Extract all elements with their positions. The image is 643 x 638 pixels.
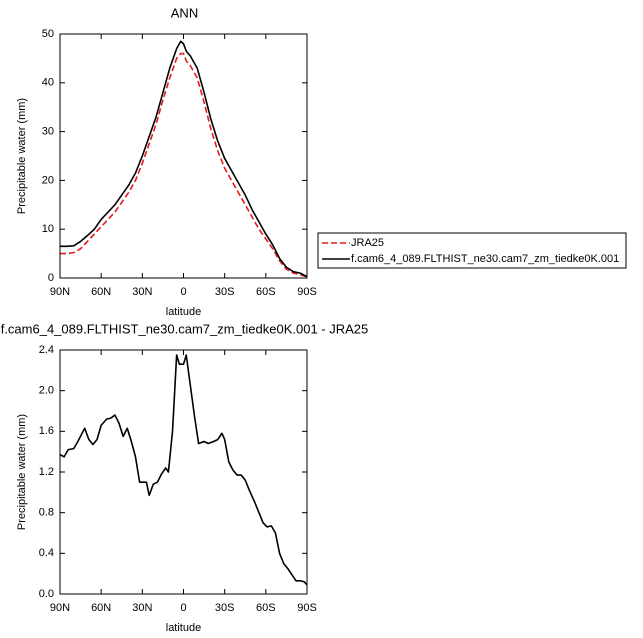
x-axis-label: latitude: [166, 306, 201, 318]
y-axis-label: Precipitable water (mm): [16, 98, 28, 214]
chart-title: ANN: [171, 5, 198, 20]
y-tick-label: 50: [42, 28, 54, 40]
x-tick-label: 90N: [50, 286, 70, 298]
x-tick-label: 0: [180, 602, 186, 614]
y-tick-label: 1.6: [39, 425, 54, 437]
x-tick-label: 30S: [215, 286, 235, 298]
y-tick-label: 0: [48, 272, 54, 284]
y-axis-label: Precipitable water (mm): [16, 414, 28, 530]
plot-frame: [59, 349, 308, 595]
legend-box: [317, 232, 627, 269]
data-line: [59, 354, 308, 586]
x-tick-label: 30N: [132, 286, 152, 298]
x-tick-label: 60S: [256, 602, 276, 614]
legend-label: JRA25: [351, 237, 384, 249]
y-tick-label: 30: [42, 126, 54, 138]
x-axis-label: latitude: [166, 622, 201, 634]
y-tick-label: 0.8: [39, 507, 54, 519]
y-tick-label: 1.2: [39, 466, 54, 478]
legend-label: f.cam6_4_089.FLTHIST_ne30.cam7_zm_tiedke…: [351, 253, 619, 265]
x-tick-label: 90S: [297, 602, 317, 614]
plot-frame: [59, 33, 308, 279]
y-tick-label: 0.4: [39, 547, 54, 559]
data-line: [60, 40, 308, 278]
x-tick-label: 0: [180, 286, 186, 298]
y-tick-label: 20: [42, 174, 54, 186]
x-tick-label: 90S: [297, 286, 317, 298]
y-tick-label: 40: [42, 77, 54, 89]
y-tick-label: 0.0: [39, 588, 54, 600]
x-tick-label: 30N: [132, 602, 152, 614]
x-tick-label: 30S: [215, 602, 235, 614]
x-tick-label: 60N: [91, 602, 111, 614]
y-tick-label: 2.4: [39, 344, 54, 356]
x-tick-label: 90N: [50, 602, 70, 614]
y-tick-label: 2.0: [39, 385, 54, 397]
chart-title: f.cam6_4_089.FLTHIST_ne30.cam7_zm_tiedke…: [1, 321, 369, 336]
x-tick-label: 60N: [91, 286, 111, 298]
x-tick-label: 60S: [256, 286, 276, 298]
y-tick-label: 10: [42, 223, 54, 235]
data-line: [60, 52, 308, 278]
